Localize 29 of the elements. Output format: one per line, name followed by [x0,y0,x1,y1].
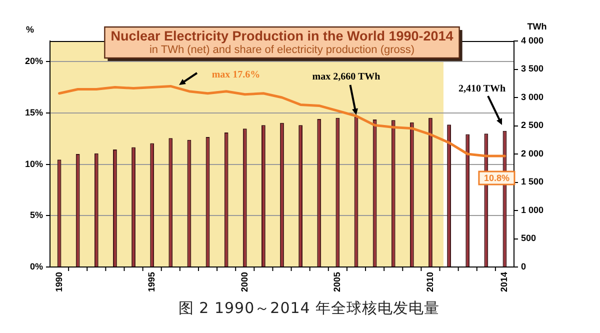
y-tick-label: 10% [24,158,43,169]
annotation: max 17.6% [212,70,260,81]
y2-tick-label: 0 [521,261,526,272]
chart-title: Nuclear Electricity Production in the World 1990-2014 [110,28,454,44]
x-tick-label: 2005 [332,272,342,292]
x-tick-label: 2014 [499,272,510,292]
chart-subtitle: in TWh (net) and share of electricity production (gross) [149,44,415,56]
y2-tick-label: 1 500 [521,176,544,187]
y2-axis-title: TWh [527,21,547,32]
y2-tick-label: 3 500 [521,64,544,74]
y2-tick-label: 500 [521,233,536,244]
x-tick-label: 1995 [146,272,157,292]
y2-tick-label: 2 000 [521,148,544,158]
y-tick-label: 20% [24,56,43,66]
y-tick-label: 15% [24,107,43,118]
y-tick-label: 5% [30,210,43,220]
x-tick-label: 1990 [54,272,64,292]
annotation: 2,410 TWh [458,84,506,95]
y-tick-label: 0% [30,261,43,272]
x-tick-label: 2000 [239,272,250,292]
y2-tick-label: 4 000 [521,35,544,46]
annotation: 10.8% [484,173,510,184]
y2-tick-label: 2 500 [521,120,544,130]
y2-tick-label: 1 000 [521,204,544,215]
y-axis-title: % [26,24,34,34]
y2-tick-label: 3 000 [521,92,544,102]
caption: 图 2 1990～2014 年全球核电发电量 [177,299,441,318]
annotation: max 2,660 TWh [312,72,381,83]
x-tick-label: 2010 [424,272,435,292]
